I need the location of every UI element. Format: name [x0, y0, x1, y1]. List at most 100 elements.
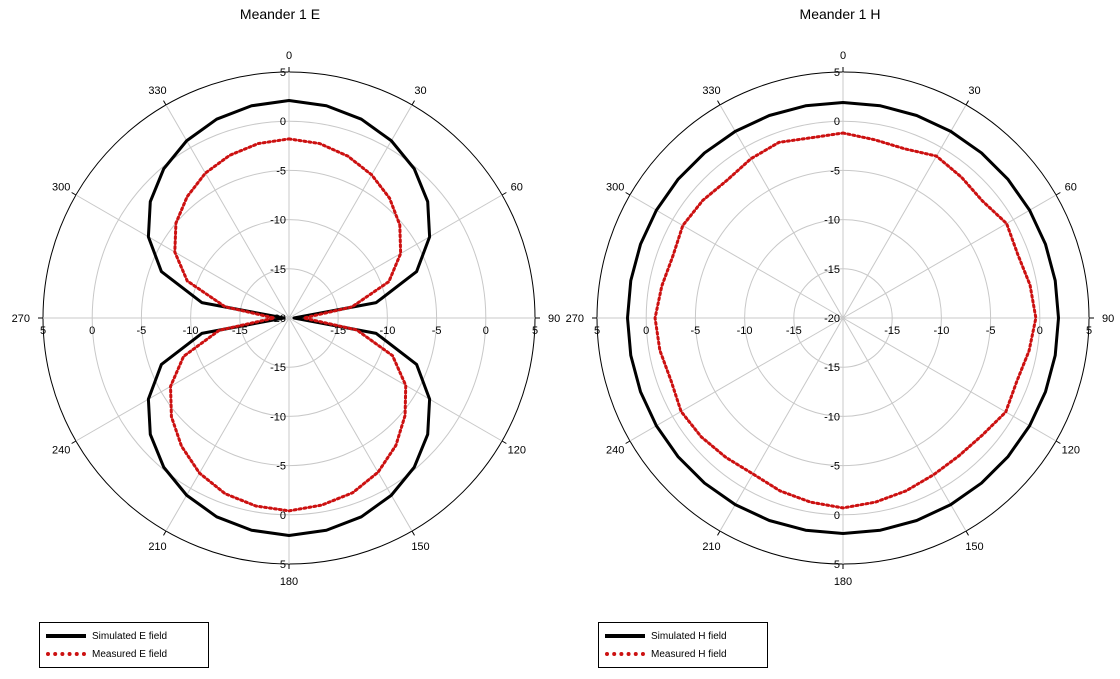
solid-line-swatch	[46, 634, 86, 638]
radial-label: -15	[270, 264, 286, 276]
grid-spoke	[165, 317, 290, 532]
angle-tick	[411, 530, 415, 536]
radial-label: 5	[834, 559, 840, 571]
grid-spoke	[288, 194, 503, 319]
radial-label: -10	[183, 325, 199, 337]
radial-label: -5	[432, 325, 442, 337]
chart-title: Meander 1 H	[799, 6, 881, 22]
radial-label: 0	[834, 510, 840, 522]
angle-tick	[501, 440, 507, 444]
chart-title: Meander 1 E	[239, 6, 321, 22]
angle-label: 270	[12, 313, 30, 325]
legend-label: Measured E field	[92, 648, 168, 660]
radial-label: -5	[830, 165, 840, 177]
angle-label: 0	[840, 50, 846, 62]
angle-tick	[625, 440, 631, 444]
legend-item-simulated: Simulated E field	[46, 629, 167, 643]
radial-label: 5	[280, 559, 286, 571]
angle-label: 270	[566, 313, 584, 325]
angle-tick	[501, 192, 507, 196]
radial-label: 0	[483, 325, 489, 337]
series-simulated-line	[146, 99, 432, 537]
angle-label: 330	[148, 85, 166, 97]
radial-label: 5	[594, 325, 600, 337]
legend: Simulated H field Measured H field	[598, 622, 768, 668]
angle-tick	[717, 530, 721, 536]
radial-label: 5	[1086, 325, 1092, 337]
radial-label: -5	[137, 325, 147, 337]
angle-label: 180	[280, 576, 298, 588]
legend-item-measured: Measured H field	[605, 647, 727, 661]
polar-plot: 0 30 60 90 120 150 180 210 240 270 300 330 -20 -15 -15…	[566, 50, 1115, 588]
angle-label: 240	[52, 445, 70, 457]
angle-tick	[625, 192, 631, 196]
angle-tick	[717, 100, 721, 106]
angle-label: 300	[606, 182, 624, 194]
angle-label: 240	[606, 445, 624, 457]
angle-tick	[965, 530, 969, 536]
legend-item-measured: Measured E field	[46, 647, 167, 661]
angle-tick	[1055, 440, 1061, 444]
radial-label: 5	[280, 67, 286, 79]
radial-label: 0	[643, 325, 649, 337]
angle-label: 0	[286, 50, 292, 62]
angle-label: 150	[411, 541, 429, 553]
radial-label: -5	[691, 325, 701, 337]
legend-item-simulated: Simulated H field	[605, 629, 727, 643]
radial-label: -15	[824, 264, 840, 276]
angle-tick	[71, 192, 77, 196]
grid-spoke	[842, 194, 1057, 319]
angle-label: 210	[148, 541, 166, 553]
radial-label: 0	[834, 116, 840, 128]
angle-tick	[1055, 192, 1061, 196]
legend-label: Simulated E field	[92, 630, 168, 642]
angle-label: 210	[702, 541, 720, 553]
radial-label: -10	[933, 325, 949, 337]
angle-label: 150	[965, 541, 983, 553]
radial-label: -10	[824, 411, 840, 423]
angle-tick	[965, 100, 969, 106]
radial-label: -10	[270, 215, 286, 227]
grid-spoke	[629, 194, 844, 319]
radial-label: -5	[830, 461, 840, 473]
radial-label: -15	[270, 362, 286, 374]
angle-tick	[411, 100, 415, 106]
grid-spoke	[165, 104, 290, 319]
series-measured-line	[653, 131, 1038, 510]
grid-spoke	[842, 104, 967, 319]
radial-label: -10	[824, 215, 840, 227]
grid-spoke	[288, 317, 503, 442]
radial-label: -20	[824, 313, 840, 325]
radial-label: -5	[276, 461, 286, 473]
radial-label: 0	[1037, 325, 1043, 337]
grid-spoke	[719, 104, 844, 319]
radial-label: -5	[276, 165, 286, 177]
angle-tick	[71, 440, 77, 444]
angle-label: 120	[508, 445, 526, 457]
radial-label: -15	[884, 325, 900, 337]
radial-label: -10	[737, 325, 753, 337]
angle-label: 180	[834, 576, 852, 588]
radial-label: 5	[834, 67, 840, 79]
grid-spoke	[842, 317, 967, 532]
radial-label: 0	[280, 510, 286, 522]
chart-meander-1-e: Meander 1 E 0 30 60 90 120 150 180 210 240 270 300…	[12, 6, 560, 668]
radial-label: 5	[532, 325, 538, 337]
angle-label: 300	[52, 182, 70, 194]
radial-label: 5	[40, 325, 46, 337]
radial-label: -10	[270, 411, 286, 423]
radial-label: 0	[89, 325, 95, 337]
series-simulated-line	[626, 101, 1060, 535]
radial-label: -10	[379, 325, 395, 337]
grid-spoke	[629, 317, 844, 442]
angle-label: 60	[1065, 182, 1077, 194]
legend-label: Simulated H field	[651, 630, 727, 642]
angle-tick	[163, 100, 167, 106]
radial-label: 0	[280, 116, 286, 128]
dotted-line-swatch	[46, 652, 86, 656]
radial-label: -15	[786, 325, 802, 337]
grid-spoke	[842, 317, 1057, 442]
grid-spoke	[75, 194, 290, 319]
angle-label: 30	[968, 85, 980, 97]
grid-spoke	[719, 317, 844, 532]
